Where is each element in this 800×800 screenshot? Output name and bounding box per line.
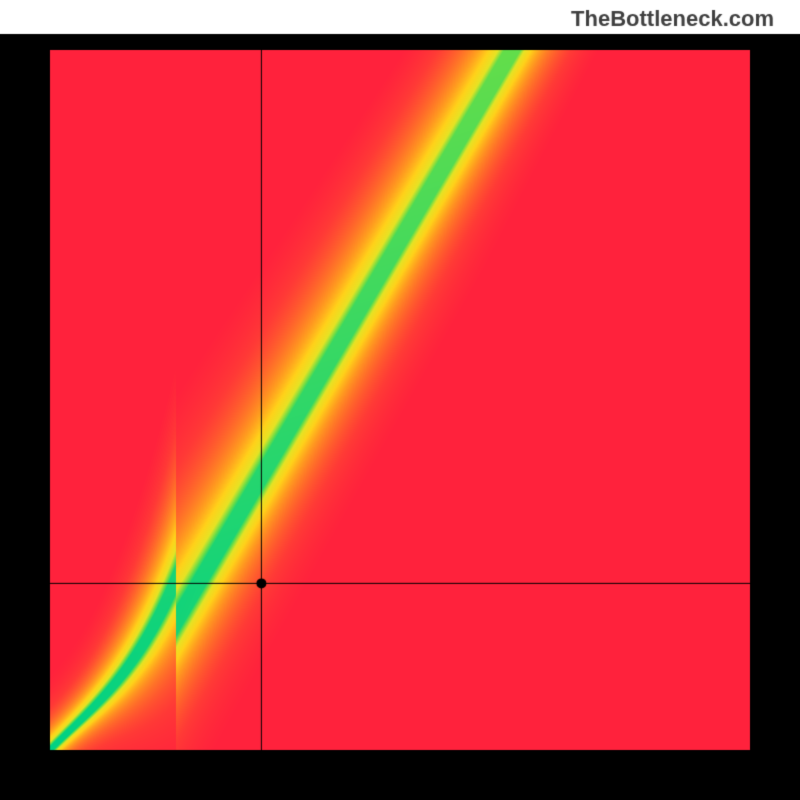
bottleneck-heatmap <box>0 0 800 800</box>
